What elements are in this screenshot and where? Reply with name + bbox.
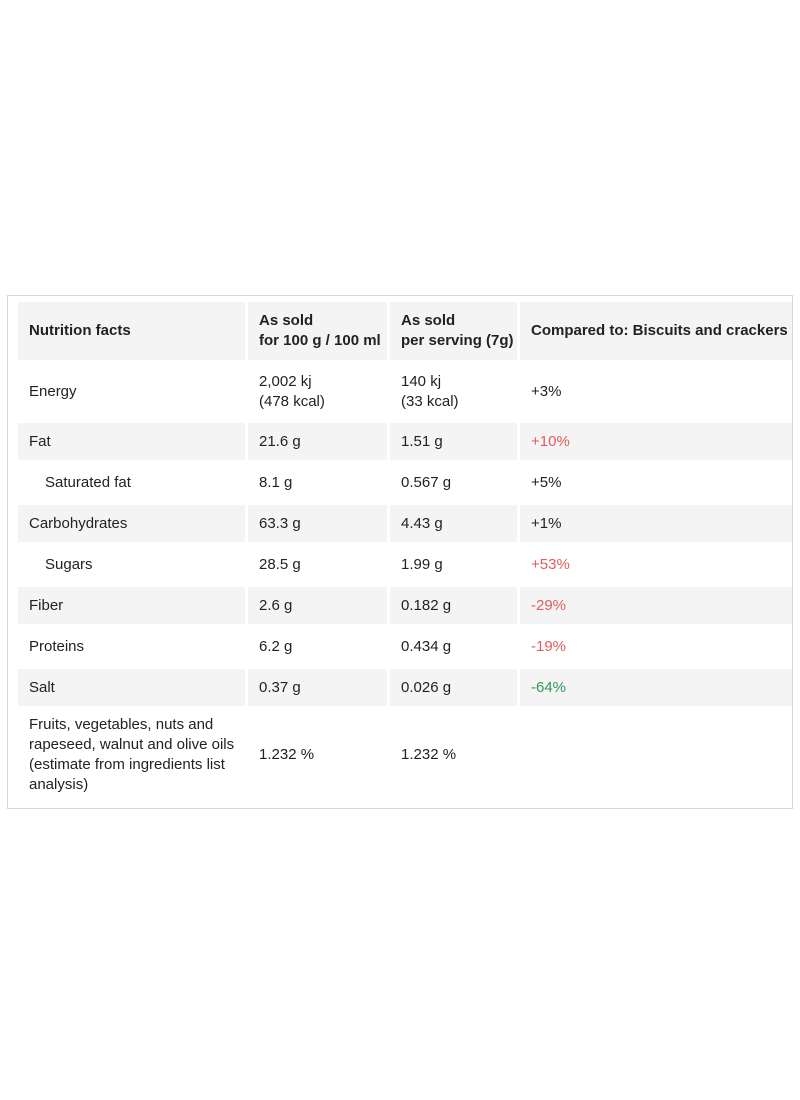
comparison-value: +1% (520, 505, 792, 542)
value-per-100g: 28.5 g (248, 546, 390, 583)
row-label: Fat (18, 423, 248, 460)
value-per-100g: 8.1 g (248, 464, 390, 501)
value-per-100g: 21.6 g (248, 423, 390, 460)
row-label: Proteins (18, 628, 248, 665)
table-row-sugars: Sugars 28.5 g 1.99 g +53% (18, 546, 792, 583)
table-row-fiber: Fiber 2.6 g 0.182 g -29% (18, 587, 792, 624)
row-label: Energy (18, 364, 248, 419)
value-per-serving: 0.182 g (390, 587, 520, 624)
value-per-100g: 63.3 g (248, 505, 390, 542)
comparison-value: -29% (520, 587, 792, 624)
table-row-carbohydrates: Carbohydrates 63.3 g 4.43 g +1% (18, 505, 792, 542)
table-header-row: Nutrition facts As sold for 100 g / 100 … (18, 302, 792, 360)
header-nutrition-facts: Nutrition facts (18, 302, 248, 360)
header-per-100g: As sold for 100 g / 100 ml (248, 302, 390, 360)
header-compared-to: Compared to: Biscuits and crackers (520, 302, 792, 360)
table-row-fat: Fat 21.6 g 1.51 g +10% (18, 423, 792, 460)
comparison-value: +3% (520, 364, 792, 419)
value-per-100g: 0.37 g (248, 669, 390, 706)
value-per-100g: 6.2 g (248, 628, 390, 665)
value-per-serving: 1.51 g (390, 423, 520, 460)
row-label: Salt (18, 669, 248, 706)
nutrition-facts-table: Nutrition facts As sold for 100 g / 100 … (18, 298, 792, 804)
value-per-serving: 1.232 % (390, 710, 520, 800)
table-row-energy: Energy 2,002 kj (478 kcal) 140 kj (33 kc… (18, 364, 792, 419)
row-label: Fiber (18, 587, 248, 624)
table-row-fruits-vegetables: Fruits, vegetables, nuts and rapeseed, w… (18, 710, 792, 800)
table-row-proteins: Proteins 6.2 g 0.434 g -19% (18, 628, 792, 665)
value-per-100g: 2.6 g (248, 587, 390, 624)
row-label: Sugars (18, 546, 248, 583)
comparison-value: -64% (520, 669, 792, 706)
value-per-serving: 140 kj (33 kcal) (390, 364, 520, 419)
row-label: Carbohydrates (18, 505, 248, 542)
comparison-value (520, 710, 792, 800)
nutrition-table-frame: Nutrition facts As sold for 100 g / 100 … (7, 295, 793, 809)
value-per-serving: 1.99 g (390, 546, 520, 583)
value-per-serving: 0.567 g (390, 464, 520, 501)
comparison-value: +10% (520, 423, 792, 460)
row-label: Saturated fat (18, 464, 248, 501)
value-per-serving: 0.434 g (390, 628, 520, 665)
row-label: Fruits, vegetables, nuts and rapeseed, w… (18, 710, 248, 800)
table-row-salt: Salt 0.37 g 0.026 g -64% (18, 669, 792, 706)
table-row-saturated-fat: Saturated fat 8.1 g 0.567 g +5% (18, 464, 792, 501)
comparison-value: +53% (520, 546, 792, 583)
value-per-serving: 4.43 g (390, 505, 520, 542)
value-per-serving: 0.026 g (390, 669, 520, 706)
comparison-value: +5% (520, 464, 792, 501)
value-per-100g: 1.232 % (248, 710, 390, 800)
comparison-value: -19% (520, 628, 792, 665)
value-per-100g: 2,002 kj (478 kcal) (248, 364, 390, 419)
header-per-serving: As sold per serving (7g) (390, 302, 520, 360)
